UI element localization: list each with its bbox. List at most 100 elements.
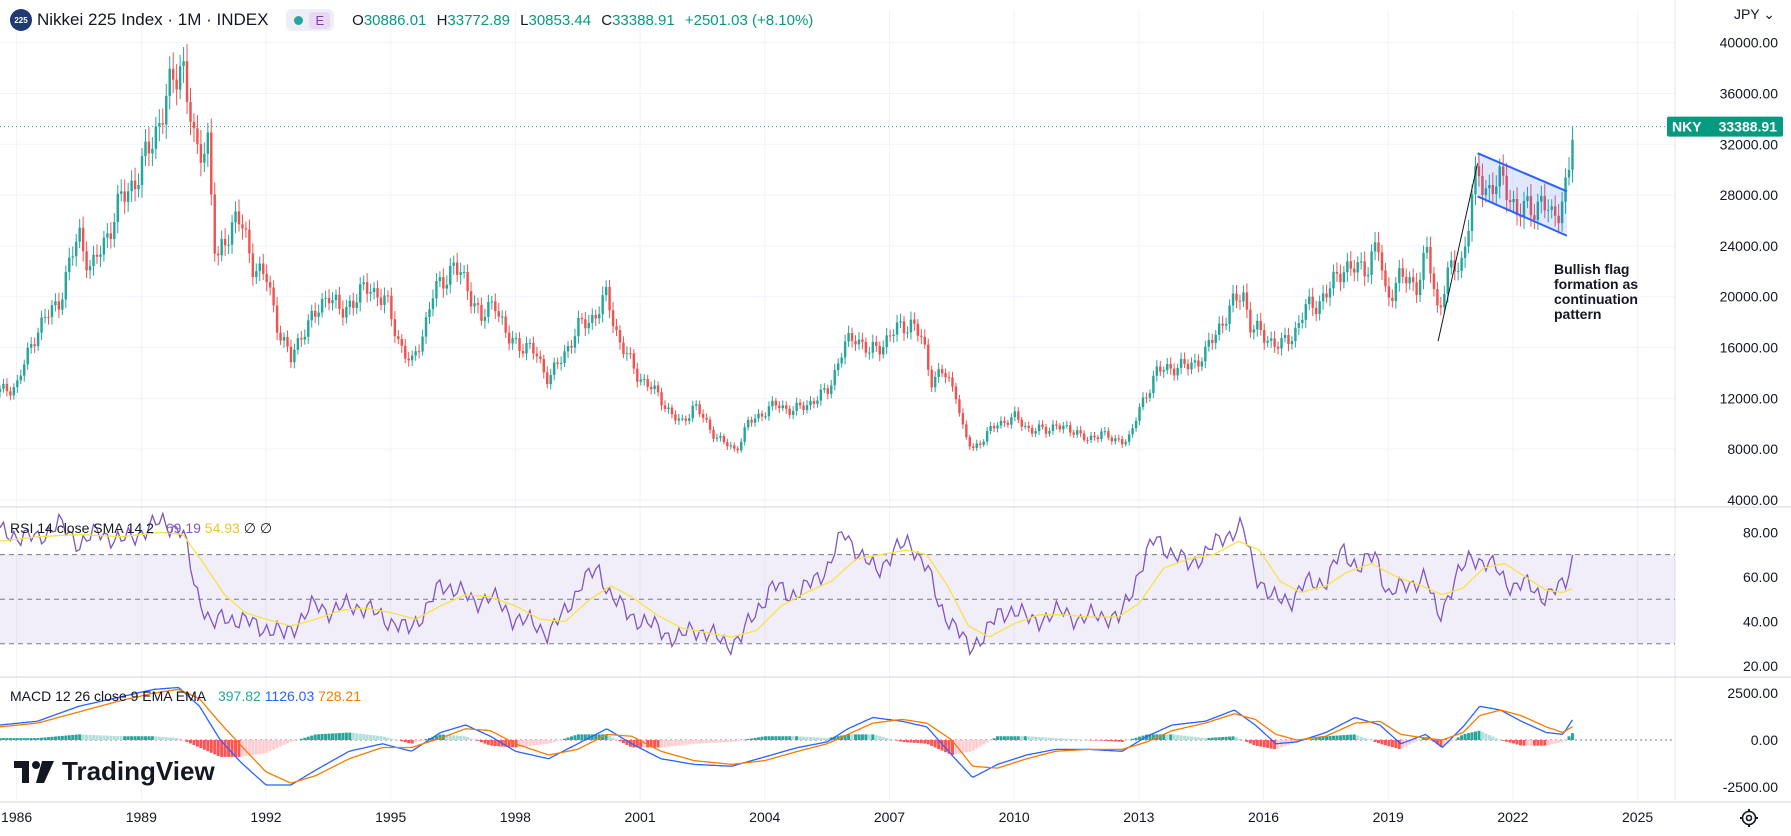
macd-histogram-bar bbox=[362, 734, 366, 740]
macd-histogram-bar bbox=[1169, 734, 1173, 740]
candle-body bbox=[469, 291, 473, 307]
macd-histogram-bar bbox=[1564, 739, 1568, 740]
candle-body bbox=[1058, 425, 1062, 430]
macd-histogram-bar bbox=[109, 735, 113, 740]
candle-body bbox=[120, 191, 123, 194]
candle-body bbox=[639, 379, 642, 382]
macd-line bbox=[0, 686, 1574, 786]
macd-histogram-bar bbox=[1338, 735, 1342, 740]
candle-body bbox=[764, 416, 767, 418]
macd-histogram-bar bbox=[1383, 740, 1387, 746]
candle-body bbox=[667, 407, 670, 409]
candle-body bbox=[435, 281, 438, 299]
candle-body bbox=[379, 297, 383, 305]
candle-body bbox=[906, 332, 909, 334]
macd-histogram-bar bbox=[1120, 740, 1124, 742]
macd-histogram-bar bbox=[74, 734, 78, 740]
candle-body bbox=[1082, 433, 1086, 440]
candle-body bbox=[656, 385, 660, 393]
ohlc-change: +2501.03 (+8.10%) bbox=[684, 11, 814, 29]
macd-histogram-bar bbox=[403, 740, 407, 743]
rsi-legend[interactable]: RSI 14 close SMA 14 2 69.19 54.93 ∅ ∅ bbox=[10, 520, 272, 537]
candle-body bbox=[1072, 432, 1075, 435]
candle-body bbox=[604, 286, 608, 296]
candle-body bbox=[1013, 411, 1017, 418]
macd-histogram-bar bbox=[947, 740, 951, 754]
macd-histogram-bar bbox=[182, 740, 186, 741]
macd-tick-label: 2500.00 bbox=[1727, 685, 1778, 701]
macd-histogram-bar bbox=[1377, 740, 1381, 744]
candle-body bbox=[192, 121, 196, 129]
macd-value: 1126.03 bbox=[264, 688, 315, 704]
candle-body bbox=[182, 61, 185, 67]
macd-histogram-bar bbox=[1058, 738, 1062, 740]
candle-body bbox=[199, 144, 203, 163]
macd-histogram-bar bbox=[206, 740, 210, 752]
macd-histogram-bar bbox=[348, 732, 352, 740]
candle-body bbox=[743, 427, 746, 442]
candle-body bbox=[1456, 270, 1460, 272]
candle-body bbox=[462, 271, 466, 273]
macd-histogram-bar bbox=[1321, 736, 1325, 740]
macd-histogram-bar bbox=[563, 738, 567, 740]
macd-histogram-bar bbox=[1501, 740, 1505, 741]
candle-body bbox=[1384, 270, 1387, 287]
candle-body bbox=[816, 400, 819, 404]
macd-histogram-bar bbox=[1349, 734, 1353, 740]
macd-histogram-bar bbox=[1397, 740, 1401, 749]
macd-histogram-bar bbox=[150, 736, 154, 740]
macd-legend[interactable]: MACD 12 26 close 9 EMA EMA 397.82 1126.0… bbox=[10, 688, 361, 704]
candle-body bbox=[733, 445, 736, 449]
tradingview-logo[interactable]: TradingView bbox=[14, 756, 215, 787]
candle-body bbox=[542, 359, 545, 373]
x-tick-label: 1995 bbox=[375, 809, 406, 825]
status-pill[interactable]: E bbox=[286, 9, 335, 31]
macd-histogram-bar bbox=[275, 740, 279, 749]
macd-histogram-bar bbox=[930, 740, 934, 746]
candle-body bbox=[1321, 293, 1325, 302]
candle-body bbox=[597, 314, 601, 319]
macd-histogram-bar bbox=[701, 740, 705, 744]
candle-body bbox=[1283, 335, 1287, 338]
macd-histogram-bar bbox=[334, 733, 338, 740]
macd-histogram-bar bbox=[864, 734, 868, 740]
candle-body bbox=[1172, 368, 1176, 376]
candle-body bbox=[185, 61, 189, 102]
macd-histogram-bar bbox=[950, 740, 954, 755]
macd-histogram-bar bbox=[22, 738, 26, 740]
macd-histogram-bar bbox=[666, 740, 670, 747]
candle-body bbox=[71, 256, 74, 258]
macd-histogram-bar bbox=[379, 736, 383, 740]
macd-histogram-bar bbox=[192, 740, 196, 745]
macd-histogram-bar bbox=[975, 740, 979, 749]
macd-histogram-bar bbox=[1293, 740, 1297, 743]
macd-histogram-bar bbox=[1158, 734, 1162, 740]
macd-histogram-bar bbox=[1487, 735, 1491, 740]
candle-body bbox=[40, 317, 43, 333]
settings-gear-icon[interactable] bbox=[1739, 808, 1759, 828]
candle-body bbox=[535, 353, 539, 357]
x-tick-label: 2004 bbox=[749, 809, 780, 825]
macd-histogram-bar bbox=[698, 740, 702, 744]
macd-histogram-bar bbox=[1550, 740, 1554, 745]
macd-histogram-bar bbox=[812, 737, 816, 740]
candle-body bbox=[819, 389, 823, 401]
macd-histogram-bar bbox=[826, 738, 830, 740]
macd-histogram-bar bbox=[209, 740, 213, 753]
candle-body bbox=[19, 375, 22, 381]
currency-selector[interactable]: JPY ⌄ bbox=[1734, 6, 1775, 23]
macd-histogram-bar bbox=[822, 737, 826, 740]
candle-body bbox=[722, 436, 726, 443]
macd-histogram-bar bbox=[1435, 740, 1439, 745]
x-tick-label: 1998 bbox=[500, 809, 531, 825]
candle-body bbox=[674, 414, 677, 421]
macd-histogram-bar bbox=[691, 740, 695, 744]
candle-body bbox=[1110, 437, 1114, 442]
macd-histogram-bar bbox=[43, 737, 47, 740]
candle-body bbox=[933, 377, 937, 388]
candle-body bbox=[660, 392, 663, 406]
price-tick-label: 12000.00 bbox=[1720, 390, 1779, 406]
candle-body bbox=[255, 271, 258, 278]
symbol-title[interactable]: Nikkei 225 Index · 1M · INDEX bbox=[37, 10, 269, 29]
